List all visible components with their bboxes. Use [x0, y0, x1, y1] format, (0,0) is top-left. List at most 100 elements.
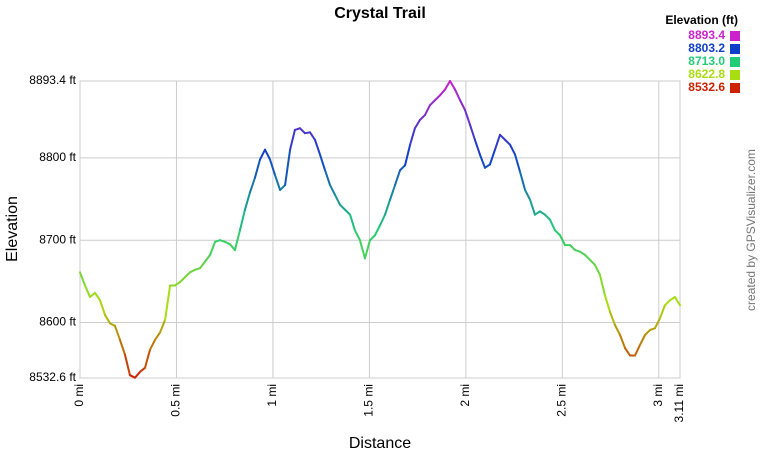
elevation-segment	[488, 148, 496, 166]
legend-label: 8803.2	[688, 41, 725, 55]
elevation-segment	[493, 133, 501, 151]
elevation-segment	[229, 243, 236, 252]
elevation-segment	[444, 80, 452, 91]
x-tick-label: 3.11 mi	[672, 384, 686, 422]
elevation-segment	[238, 208, 246, 232]
elevation-segment	[423, 104, 431, 117]
elevation-segment	[608, 310, 616, 326]
legend-label: 8713.0	[688, 54, 725, 68]
x-axis-label: Distance	[349, 435, 411, 452]
x-tick-label: 3 mi	[651, 384, 665, 407]
elevation-segment	[89, 291, 97, 298]
elevation-segment	[133, 370, 141, 379]
elevation-segment	[248, 176, 256, 194]
elevation-segment	[504, 138, 512, 146]
elevation-segment	[79, 271, 87, 287]
elevation-segment	[519, 170, 527, 191]
elevation-segment	[118, 338, 126, 356]
elevation-segment	[329, 184, 337, 196]
plot-frame	[79, 80, 681, 379]
elevation-segment	[264, 148, 272, 161]
x-tick-label: 2.5 mi	[554, 384, 568, 417]
elevation-segment	[543, 213, 551, 221]
elevation-segment	[154, 331, 162, 341]
elevation-segment	[353, 229, 361, 242]
elevation-segment	[433, 94, 441, 102]
y-tick-label: 8532.6 ft	[29, 370, 76, 384]
elevation-segment	[84, 284, 92, 298]
elevation-segment	[149, 338, 157, 351]
elevation-segment	[279, 184, 287, 191]
elevation-segment	[613, 323, 621, 336]
elevation-segment	[394, 169, 402, 187]
elevation-segment	[389, 184, 397, 201]
elevation-segment	[319, 153, 327, 172]
elevation-segment	[454, 88, 462, 102]
elevation-segment	[559, 234, 567, 247]
elevation-segment	[308, 131, 316, 141]
elevation-segment	[209, 240, 217, 257]
elevation-segment	[253, 158, 261, 179]
elevation-segment	[569, 244, 577, 252]
elevation-segment	[449, 80, 457, 91]
elevation-segment	[663, 299, 671, 307]
elevation-segment	[469, 123, 476, 141]
elevation-segment	[199, 260, 207, 270]
elevation-segment	[593, 263, 601, 276]
elevation-segment	[653, 317, 661, 330]
legend-swatch	[730, 83, 740, 93]
elevation-segment	[139, 366, 147, 373]
elevation-segment	[499, 133, 507, 141]
y-axis-label: Elevation	[4, 196, 21, 262]
elevation-segment	[178, 276, 186, 284]
elevation-segment	[529, 198, 536, 216]
x-tick-label: 0 mi	[72, 384, 86, 407]
elevation-segment	[673, 296, 681, 307]
elevation-segment	[478, 153, 486, 169]
x-tick-label: 1 mi	[265, 384, 279, 407]
legend-label: 8622.8	[688, 67, 725, 81]
elevation-segment	[289, 128, 296, 151]
elevation-segment	[259, 148, 267, 161]
elevation-segment	[144, 348, 152, 369]
elevation-segment	[464, 109, 472, 126]
elevation-segment	[418, 114, 426, 122]
elevation-segment	[548, 218, 556, 232]
elevation-segment	[313, 138, 321, 156]
elevation-segment	[584, 254, 592, 261]
elevation-segment	[183, 271, 191, 279]
elevation-segment	[99, 299, 107, 317]
elevation-segment	[439, 88, 447, 97]
legend-title: Elevation (ft)	[665, 13, 738, 27]
elevation-segment	[104, 314, 112, 325]
elevation-segment	[204, 254, 212, 263]
y-tick-label: 8893.4 ft	[29, 73, 76, 87]
elevation-segment	[413, 119, 421, 130]
elevation-segment	[384, 198, 392, 216]
elevation-segment	[298, 127, 306, 135]
credit: created by GPSVisualizer.com	[744, 149, 758, 311]
elevation-segment	[274, 174, 282, 191]
elevation-segment	[509, 143, 517, 156]
elevation-segment	[589, 258, 596, 266]
elevation-segment	[159, 319, 167, 334]
elevation-segment	[334, 193, 342, 206]
y-tick-label: 8600 ft	[39, 315, 76, 329]
elevation-segment	[634, 343, 642, 357]
elevation-segment	[409, 127, 416, 146]
elevation-segment	[644, 328, 652, 336]
elevation-segment	[358, 239, 366, 260]
elevation-segment	[473, 138, 481, 156]
legend-swatch	[730, 70, 740, 80]
x-tick-label: 1.5 mi	[362, 384, 376, 417]
elevation-segment	[459, 99, 467, 112]
legend-swatch	[730, 31, 740, 41]
elevation-segment	[428, 99, 436, 107]
elevation-segment	[524, 188, 532, 201]
legend-swatch	[730, 44, 740, 54]
elevation-segment	[404, 143, 412, 167]
elevation-segment	[603, 294, 611, 313]
legend-swatch	[730, 57, 740, 67]
elevation-segment	[233, 229, 241, 252]
elevation-segment	[324, 169, 332, 187]
